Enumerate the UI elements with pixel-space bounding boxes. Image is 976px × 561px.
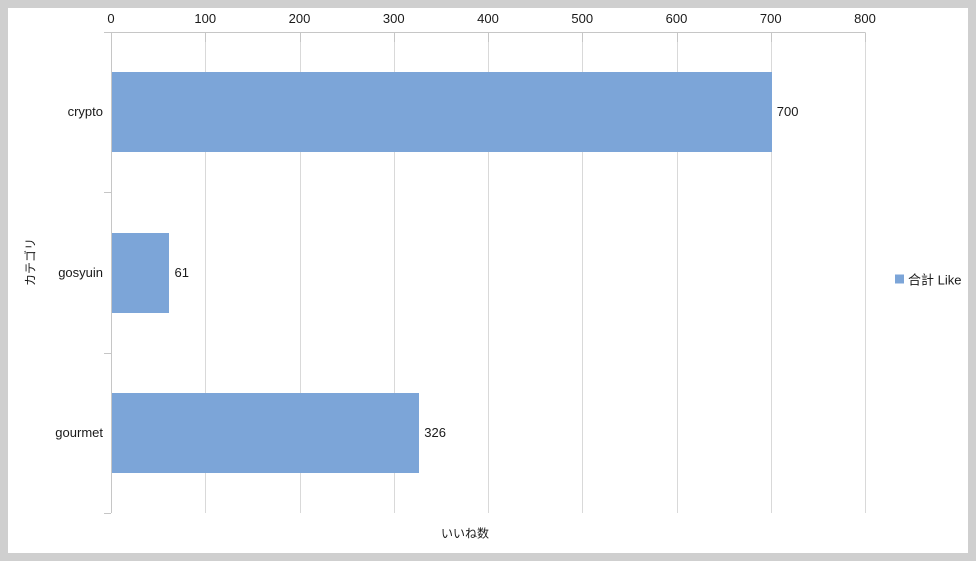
bar-crypto (112, 72, 772, 153)
bar-gourmet (112, 392, 420, 473)
bar-value-label: 61 (174, 264, 189, 280)
gridline (865, 32, 866, 513)
y-axis-line (111, 32, 112, 513)
x-axis-title: いいね数 (440, 526, 490, 541)
x-axis-tick (393, 33, 395, 42)
legend-label: 合計 Like (908, 272, 962, 288)
gridline (676, 32, 678, 513)
bar-value-label: 700 (776, 104, 799, 120)
gridline (770, 32, 772, 513)
gridline (205, 32, 207, 513)
x-tick-label: 600 (665, 11, 688, 26)
x-axis-tick (582, 33, 584, 42)
x-tick-label: 500 (571, 11, 594, 26)
gridline (393, 32, 395, 513)
y-axis-title: カテゴリ (23, 237, 38, 287)
y-axis-tick (104, 192, 111, 194)
y-axis-tick (104, 513, 111, 514)
x-axis-tick (676, 33, 678, 42)
legend-swatch-icon (895, 274, 904, 284)
x-tick-label: 700 (759, 11, 782, 26)
legend: 合計 Like (895, 270, 961, 289)
x-axis-tick (770, 33, 772, 42)
gridline (488, 32, 489, 513)
x-axis-tick (205, 33, 207, 42)
x-tick-label: 0 (107, 11, 115, 26)
x-tick-label: 200 (288, 11, 311, 26)
x-axis-line (111, 32, 865, 33)
bar-gosyuin (112, 232, 170, 313)
x-tick-label: 100 (194, 11, 217, 26)
x-axis-tick (299, 33, 301, 42)
y-axis-tick (104, 352, 111, 354)
x-axis-tick (111, 33, 112, 42)
x-tick-label: 800 (854, 11, 876, 26)
x-tick-label: 400 (477, 11, 499, 26)
x-tick-label: 300 (382, 11, 405, 26)
x-axis-tick (488, 33, 489, 42)
y-axis-tick (104, 32, 111, 33)
category-label: gourmet (55, 424, 103, 440)
category-label: gosyuin (58, 264, 103, 280)
bar-value-label: 326 (424, 424, 446, 440)
x-axis-tick (865, 33, 866, 42)
category-label: crypto (67, 104, 103, 120)
gridline (582, 32, 584, 513)
gridline (299, 32, 301, 513)
